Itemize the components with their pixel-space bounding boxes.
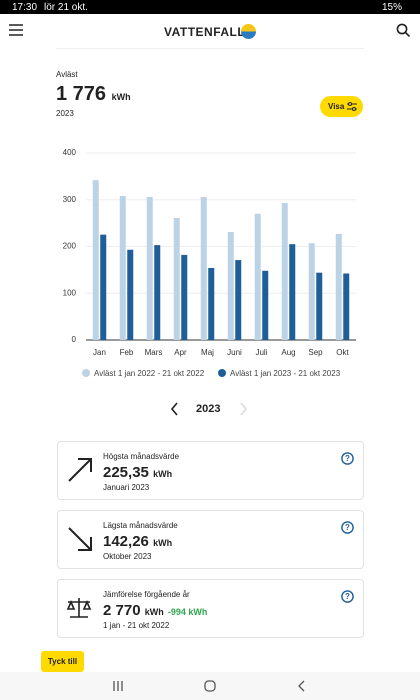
- button-label: Visa: [328, 102, 345, 111]
- x-tick-label: Okt: [336, 348, 349, 357]
- value: 2 770: [103, 602, 141, 619]
- bar: [119, 196, 126, 340]
- legend-label: Avläst 1 jan 2022 - 21 okt 2022: [94, 369, 205, 378]
- svg-text:?: ?: [345, 592, 350, 601]
- x-tick-label: Juli: [255, 348, 267, 357]
- search-icon[interactable]: [396, 23, 410, 37]
- bar: [181, 254, 188, 340]
- bar: [343, 273, 350, 340]
- visa-button[interactable]: Visa: [320, 96, 363, 117]
- prev-year[interactable]: [170, 402, 180, 416]
- y-tick-label: 400: [63, 148, 77, 157]
- help-icon[interactable]: ?: [341, 521, 354, 534]
- x-tick-label: Mars: [145, 348, 163, 357]
- bar: [146, 196, 153, 340]
- compare-card: Jämförelse förgående år 2 770 kWh -994 k…: [57, 579, 364, 638]
- brand: VATTENFALL: [164, 25, 246, 39]
- home[interactable]: [204, 680, 216, 692]
- bar: [200, 196, 207, 340]
- x-tick-label: Juni: [227, 348, 242, 357]
- summary-label: Avläst: [56, 70, 78, 79]
- time: 17:30: [12, 2, 38, 13]
- card-value: 2 770 kWh -994 kWh: [103, 602, 207, 619]
- bar: [289, 244, 296, 340]
- bar: [227, 232, 234, 340]
- bar: [262, 270, 269, 340]
- x-tick-label: Jan: [93, 348, 106, 357]
- nav-bar: [0, 672, 420, 700]
- svg-text:?: ?: [345, 454, 350, 463]
- card-title: Lägsta månadsvärde: [103, 521, 178, 530]
- diff: -994 kWh: [167, 607, 208, 617]
- bar: [335, 233, 342, 340]
- feedback-button[interactable]: Tyck till: [41, 651, 84, 672]
- bar: [281, 203, 288, 340]
- chart: 0 100 200 300 400 Jan Feb Mars Apr Maj Juni Juli Aug…: [63, 148, 356, 378]
- legend-swatch: [218, 369, 226, 377]
- menu-icon[interactable]: [9, 24, 23, 36]
- summary-year: 2023: [56, 109, 74, 118]
- lowest-card: Lägsta månadsvärde 142,26 kWh Oktober 20…: [57, 510, 364, 569]
- legend-swatch: [82, 369, 90, 377]
- legend-label: Avläst 1 jan 2023 - 21 okt 2023: [230, 369, 341, 378]
- date: lör 21 okt.: [44, 2, 88, 13]
- y-tick-label: 0: [72, 335, 77, 344]
- summary-value: 1 776 kWh: [56, 83, 131, 106]
- divider: [56, 48, 364, 49]
- y-tick-label: 200: [63, 242, 77, 251]
- year: 2023: [196, 403, 221, 415]
- bar: [235, 260, 242, 340]
- bar: [254, 213, 261, 340]
- value: 142,26: [103, 533, 149, 550]
- back[interactable]: [297, 680, 305, 692]
- filter-icon: [347, 102, 357, 111]
- card-value: 142,26 kWh: [103, 533, 172, 550]
- card-title: Jämförelse förgående år: [103, 590, 190, 599]
- card-date: Oktober 2023: [103, 552, 152, 561]
- value: 225,35: [103, 464, 149, 481]
- help-icon[interactable]: ?: [341, 452, 354, 465]
- scale-icon: [66, 598, 92, 618]
- bar: [173, 217, 180, 340]
- y-tick-label: 100: [63, 288, 77, 297]
- bar: [127, 249, 134, 340]
- bar: [308, 243, 315, 340]
- card-date: Januari 2023: [103, 483, 150, 492]
- card-date: 1 jan - 21 okt 2022: [103, 621, 170, 630]
- help-icon[interactable]: ?: [341, 590, 354, 603]
- trend-down-icon: [68, 527, 92, 551]
- bar: [154, 245, 161, 340]
- recent-apps[interactable]: [112, 681, 124, 691]
- svg-text:?: ?: [345, 523, 350, 532]
- bar: [100, 234, 107, 340]
- x-tick-label: Apr: [174, 348, 187, 357]
- x-tick-label: Aug: [281, 348, 295, 357]
- value: 1 776: [56, 83, 107, 105]
- unit: kWh: [144, 607, 164, 617]
- next-year: [240, 402, 248, 416]
- trend-up-icon: [68, 458, 92, 482]
- x-tick-label: Feb: [120, 348, 134, 357]
- highest-card: Högsta månadsvärde 225,35 kWh Januari 20…: [57, 441, 364, 500]
- card-title: Högsta månadsvärde: [103, 452, 180, 461]
- bar: [316, 272, 323, 340]
- y-tick-label: 300: [63, 195, 77, 204]
- bar: [208, 268, 215, 340]
- logo: [241, 24, 256, 39]
- x-tick-label: Sep: [308, 348, 323, 357]
- battery: 15%: [382, 2, 403, 13]
- unit: kWh: [153, 538, 173, 548]
- status-bar: 17:30 lör 21 okt. 15%: [0, 0, 420, 14]
- card-value: 225,35 kWh: [103, 464, 172, 481]
- unit: kWh: [111, 92, 131, 102]
- x-tick-label: Maj: [201, 348, 214, 357]
- bar: [92, 180, 99, 340]
- unit: kWh: [153, 469, 173, 479]
